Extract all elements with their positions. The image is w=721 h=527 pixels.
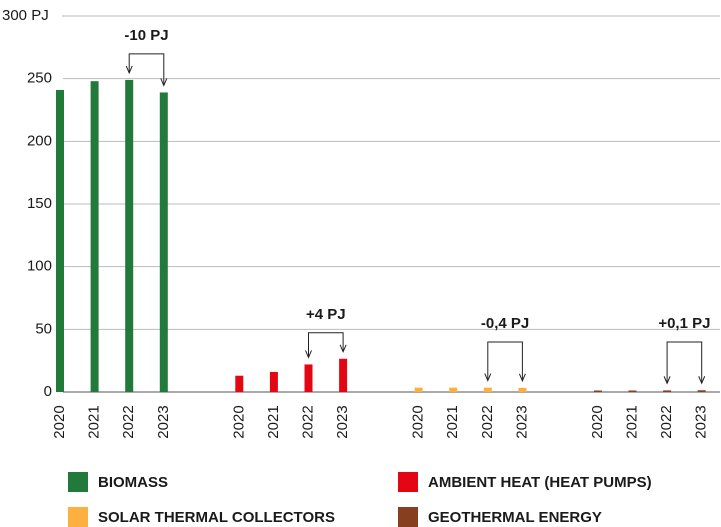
x-tick-label: 2023: [334, 405, 351, 438]
bracket-arrow: [305, 350, 312, 359]
x-tick-label: 2023: [693, 405, 710, 438]
bar: [56, 89, 64, 393]
y-tick-label: 100: [27, 258, 52, 275]
bracket-arrow: [339, 344, 347, 354]
x-tick-label: 2020: [230, 405, 247, 438]
bracket: [487, 341, 523, 380]
x-tick-label: 2022: [120, 405, 137, 438]
bar: [339, 358, 348, 392]
x-tick-label: 2022: [479, 405, 496, 438]
legend-swatch: [68, 507, 88, 527]
change-label: +4 PJ: [306, 306, 346, 323]
bracket-arrow: [484, 373, 492, 382]
x-tick-label: 2020: [51, 405, 68, 438]
bar: [235, 375, 244, 392]
y-tick-label: 50: [35, 320, 52, 337]
bar: [269, 371, 278, 392]
x-tick-label: 2020: [589, 405, 606, 438]
bracket: [666, 341, 703, 383]
bar: [90, 81, 99, 392]
bar: [518, 387, 527, 392]
bar: [628, 390, 637, 392]
x-tick-label: 2022: [299, 405, 316, 438]
bar: [593, 390, 602, 392]
y-tick-label: 200: [27, 132, 52, 149]
legend-swatch: [398, 472, 418, 492]
bracket-arrow: [698, 376, 706, 385]
x-tick-label: 2020: [410, 405, 427, 438]
y-tick-label: 300 PJ: [2, 7, 49, 24]
legend-label: AMBIENT HEAT (HEAT PUMPS): [428, 474, 652, 491]
bar: [697, 390, 706, 392]
bar: [125, 79, 134, 393]
change-label: -0,4 PJ: [481, 315, 529, 332]
x-tick-label: 2023: [155, 405, 172, 438]
y-tick-label: 250: [27, 70, 52, 87]
bracket-arrow: [663, 376, 671, 385]
legend-swatch: [398, 507, 418, 527]
x-tick-label: 2021: [86, 405, 103, 438]
x-tick-label: 2021: [444, 405, 461, 438]
y-tick-label: 0: [44, 383, 52, 400]
bar: [159, 92, 168, 392]
bar: [663, 390, 672, 392]
legend-label: BIOMASS: [98, 474, 168, 491]
x-tick-label: 2021: [265, 405, 282, 438]
bracket: [308, 332, 344, 357]
bracket-arrow: [160, 78, 168, 87]
x-tick-label: 2021: [623, 405, 640, 438]
bracket-arrow: [518, 373, 526, 383]
bracket: [128, 53, 165, 85]
bracket-arrow: [125, 65, 133, 75]
bar: [414, 387, 423, 392]
x-tick-label: 2023: [513, 405, 530, 438]
change-label: +0,1 PJ: [658, 315, 710, 332]
bar: [304, 364, 313, 392]
bar: [483, 387, 492, 392]
legend-label: SOLAR THERMAL COLLECTORS: [98, 509, 335, 526]
x-tick-label: 2022: [658, 405, 675, 438]
y-tick-label: 150: [27, 195, 52, 212]
change-label: -10 PJ: [124, 27, 168, 44]
bar: [449, 387, 458, 392]
legend-label: GEOTHERMAL ENERGY: [428, 509, 602, 526]
legend-swatch: [68, 472, 88, 492]
